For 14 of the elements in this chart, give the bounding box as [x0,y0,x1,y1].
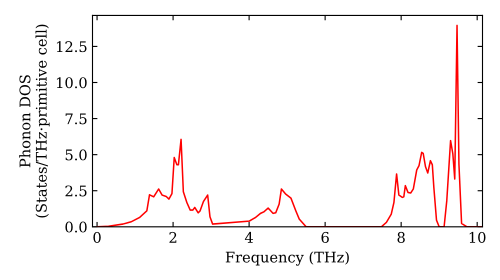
x-tick-label: 8 [397,232,405,243]
y-tick-label: 0.0 [65,222,87,233]
x-tick-label: 0 [93,232,101,243]
x-tick-label: 6 [321,232,329,243]
y-tick-label: 12.5 [56,41,87,52]
y-tick-label: 10.0 [56,77,87,88]
y-tick-label: 7.5 [66,113,87,124]
x-tick-label: 4 [244,232,254,243]
x-tick-label: 10 [470,232,486,243]
y-tick-label: 2.5 [65,185,87,196]
x-axis-title: Frequency (THz) [226,251,349,266]
x-tick-label: 2 [169,232,176,243]
y-axis-title: Phonon DOS (States/THz·primitive cell) [19,24,50,218]
y-tick-label: 5.0 [66,149,87,160]
